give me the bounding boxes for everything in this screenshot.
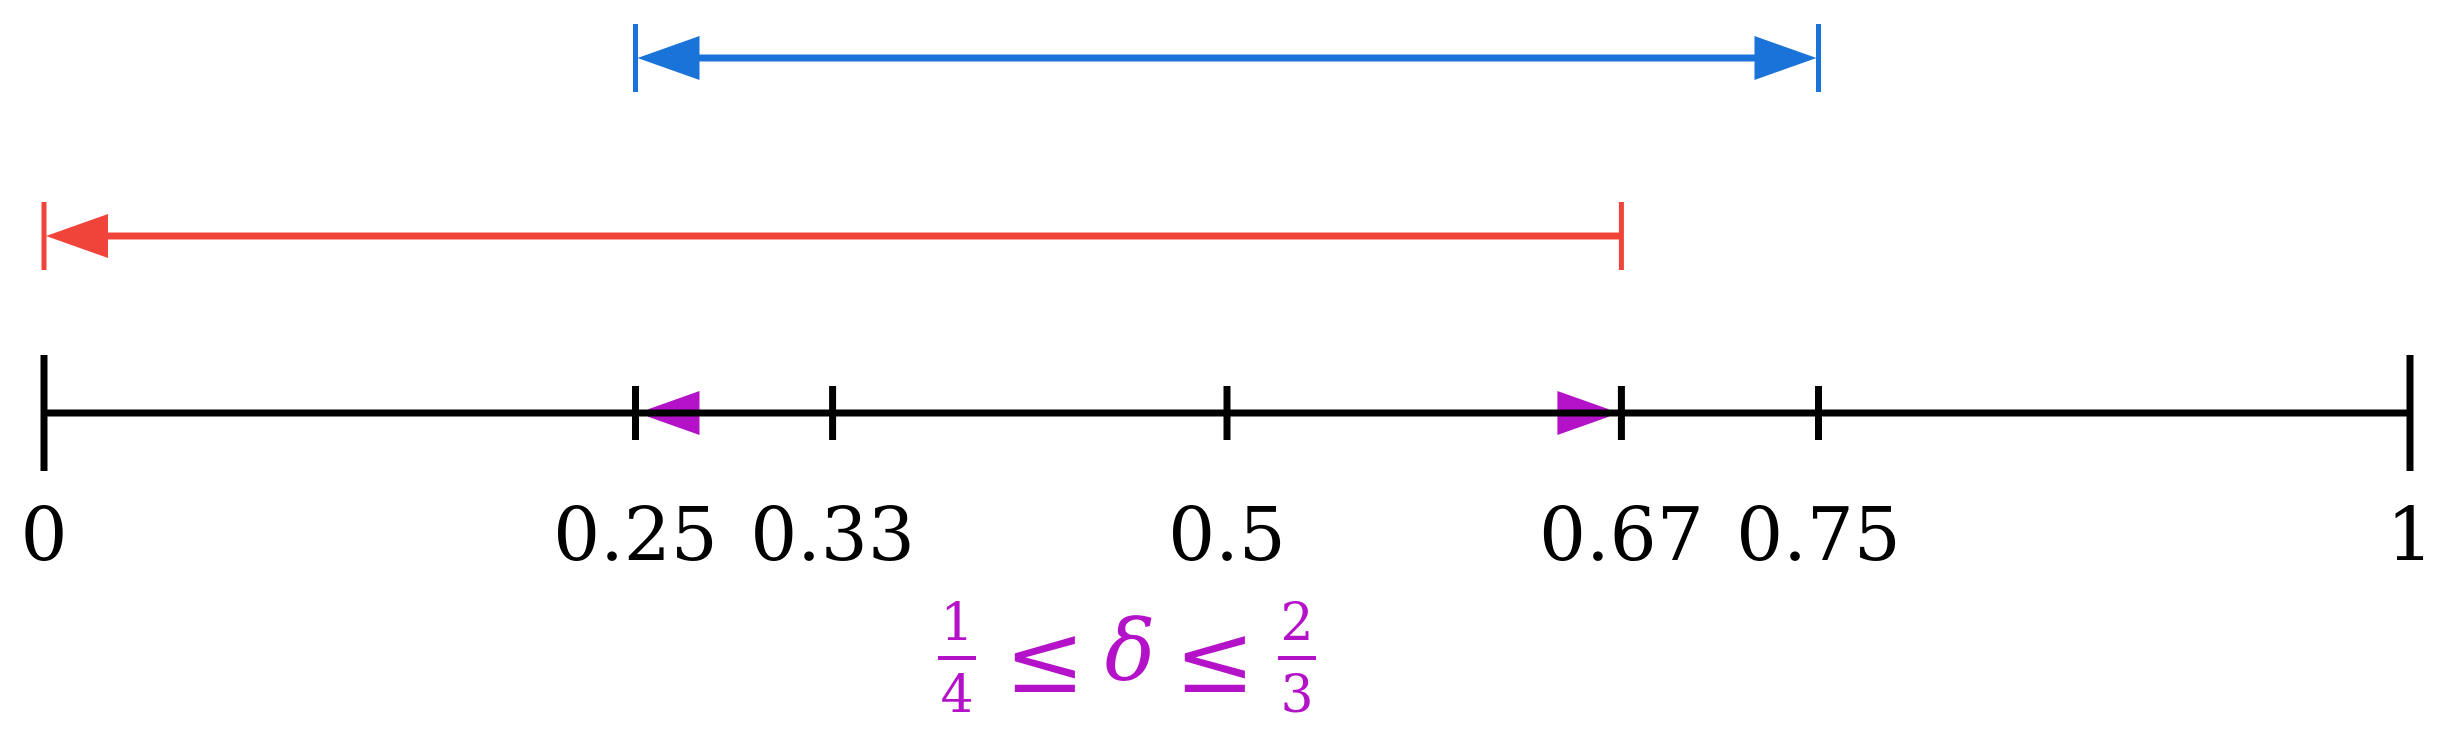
ineq-right-denominator: 3 (1280, 665, 1313, 725)
intervals-group (41, 24, 1821, 437)
tick-label-0.67: 0.67 (1539, 492, 1704, 578)
tick-label-0.5: 0.5 (1168, 492, 1286, 578)
tick-label-1: 1 (2386, 492, 2433, 578)
tick-label-0: 0 (20, 492, 67, 578)
tick-label-0.33: 0.33 (750, 492, 915, 578)
ineq-left-denominator: 4 (940, 665, 973, 725)
ineq-relation-1: ≤ (1005, 603, 1085, 715)
interval-blue (633, 24, 1821, 92)
tick-labels-group: 0 0.25 0.33 0.5 0.67 0.75 1 (20, 492, 2433, 578)
tick-label-0.25: 0.25 (553, 492, 718, 578)
number-line-axis (40, 355, 2414, 471)
ineq-left-numerator: 1 (940, 593, 973, 653)
tick-label-0.75: 0.75 (1736, 492, 1901, 578)
interval-blue-right-arrowhead (1754, 36, 1817, 80)
inequality-annotation: 1 4 ≤ δ ≤ 2 3 (938, 593, 1316, 725)
ineq-variable-delta: δ (1105, 602, 1156, 700)
interval-red-left-arrowhead (46, 214, 108, 258)
ineq-relation-2: ≤ (1175, 603, 1255, 715)
interval-red (41, 202, 1624, 270)
interval-blue-left-arrowhead (637, 36, 700, 80)
ineq-right-numerator: 2 (1280, 593, 1313, 653)
